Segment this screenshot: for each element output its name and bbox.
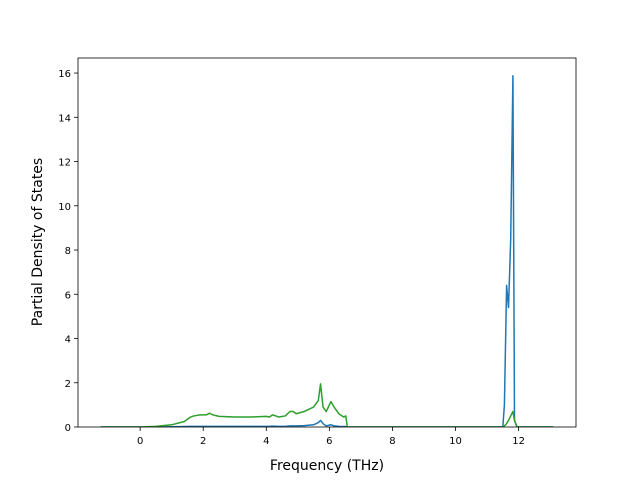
x-tick-label: 6 bbox=[326, 436, 332, 447]
x-tick-label: 10 bbox=[449, 436, 462, 447]
y-tick-label: 4 bbox=[65, 335, 71, 346]
x-tick-label: 0 bbox=[137, 436, 143, 447]
y-axis-label: Partial Density of States bbox=[30, 158, 46, 326]
line-series bbox=[100, 383, 554, 427]
y-tick-label: 14 bbox=[58, 113, 71, 124]
y-tick-label: 2 bbox=[65, 379, 71, 390]
y-tick-label: 10 bbox=[58, 202, 71, 213]
line-series bbox=[100, 74, 554, 427]
x-tick-label: 8 bbox=[389, 436, 395, 447]
plot-frame bbox=[77, 57, 577, 428]
y-tick-label: 16 bbox=[58, 69, 71, 80]
x-axis-label: Frequency (THz) bbox=[270, 458, 384, 474]
y-tick-label: 0 bbox=[65, 423, 71, 434]
x-tick-label: 4 bbox=[263, 436, 269, 447]
y-tick-label: 8 bbox=[65, 246, 71, 257]
x-tick-label: 2 bbox=[200, 436, 206, 447]
x-tick-label: 12 bbox=[512, 436, 525, 447]
y-tick-label: 6 bbox=[65, 290, 71, 301]
y-tick-label: 12 bbox=[58, 158, 71, 169]
